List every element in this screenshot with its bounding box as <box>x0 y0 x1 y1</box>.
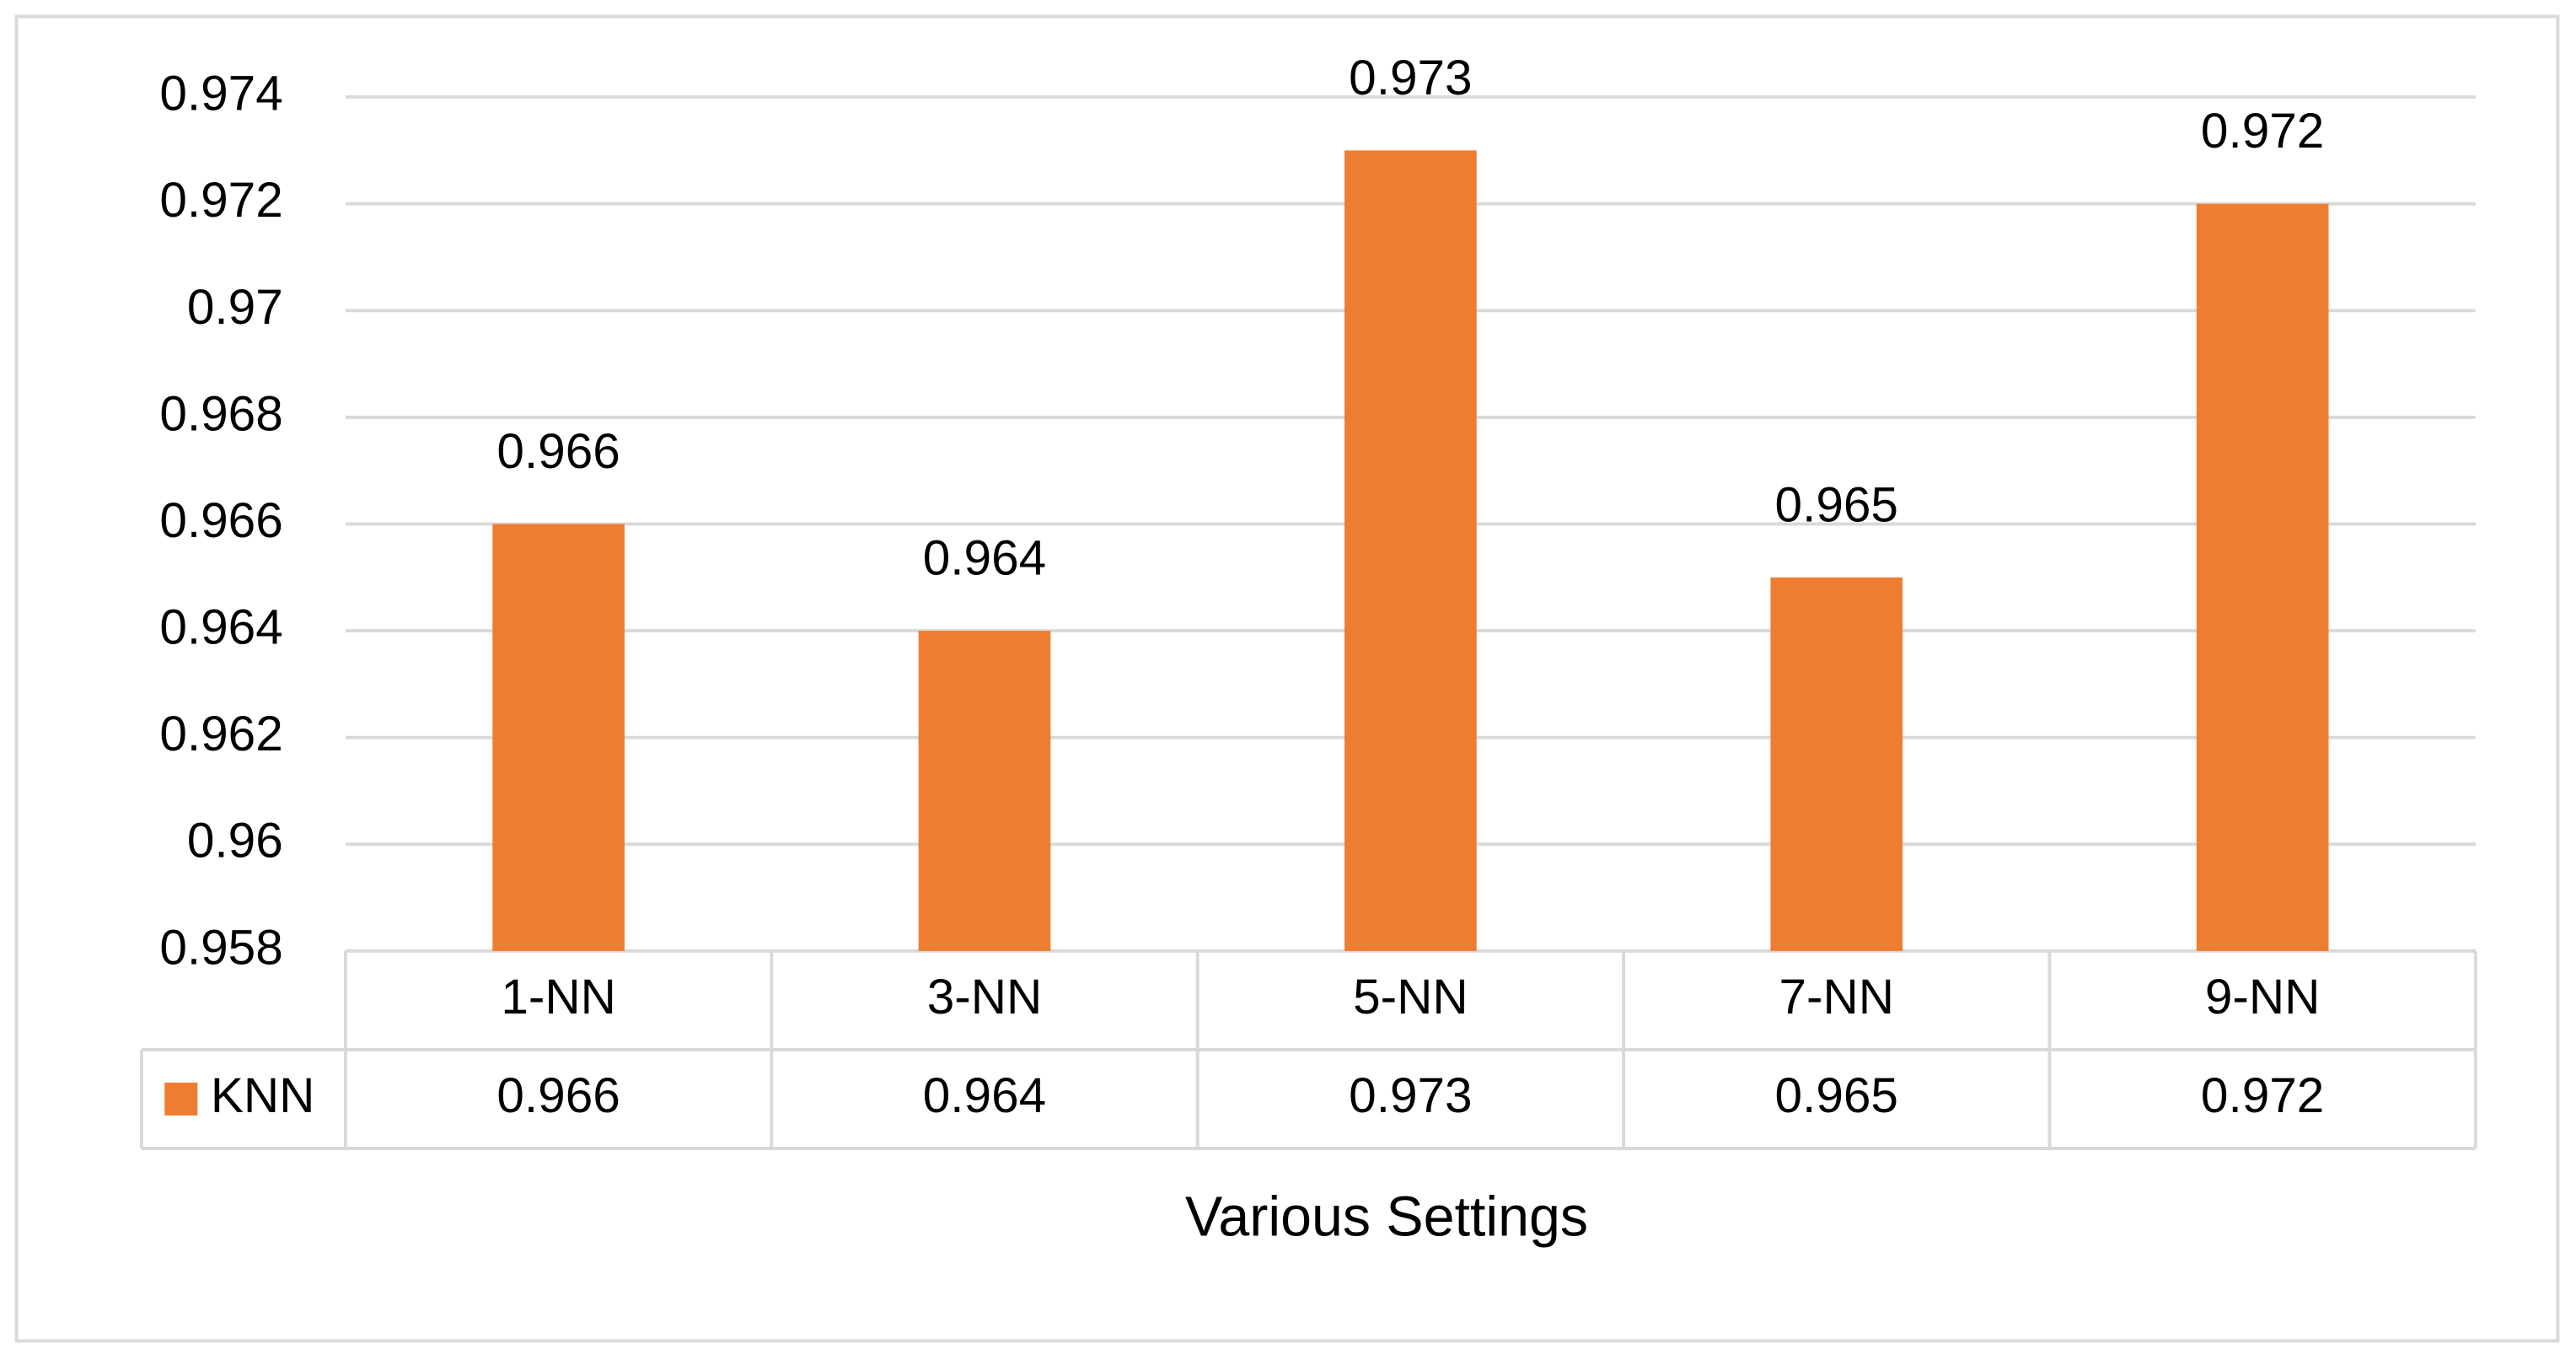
legend-label: KNN <box>211 1068 315 1123</box>
y-tick-label: 0.964 <box>159 600 282 655</box>
y-tick-label: 0.958 <box>159 920 282 975</box>
x-tick-label: 1-NN <box>501 970 616 1024</box>
bar <box>918 631 1051 951</box>
table-value: 0.972 <box>2201 1068 2324 1123</box>
x-tick-label: 9-NN <box>2205 970 2321 1024</box>
chart-frame <box>14 14 2560 1343</box>
y-tick-label: 0.972 <box>159 173 282 228</box>
x-axis-label: Various Settings <box>1185 1186 1588 1248</box>
data-label: 0.966 <box>496 424 620 479</box>
x-tick-label: 7-NN <box>1779 970 1894 1024</box>
legend-swatch <box>164 1082 198 1116</box>
data-label: 0.973 <box>1349 51 1472 105</box>
y-tick-label: 0.974 <box>159 67 282 121</box>
bar <box>1770 577 1903 951</box>
table-value: 0.964 <box>923 1068 1046 1123</box>
y-tick-label: 0.97 <box>187 280 283 335</box>
x-tick-label: 3-NN <box>927 970 1043 1024</box>
table-value: 0.965 <box>1775 1068 1898 1123</box>
y-tick-label: 0.968 <box>159 386 282 441</box>
data-label: 0.972 <box>2201 104 2324 159</box>
bar <box>1344 150 1477 951</box>
bar <box>2196 203 2329 951</box>
table-value: 0.966 <box>496 1068 620 1123</box>
x-tick-label: 5-NN <box>1353 970 1468 1024</box>
y-tick-label: 0.966 <box>159 493 282 548</box>
y-tick-label: 0.96 <box>187 814 283 868</box>
data-label: 0.965 <box>1775 477 1898 532</box>
table-value: 0.973 <box>1349 1068 1472 1123</box>
bar <box>492 524 625 951</box>
y-tick-label: 0.962 <box>159 707 282 761</box>
data-label: 0.964 <box>923 531 1046 586</box>
